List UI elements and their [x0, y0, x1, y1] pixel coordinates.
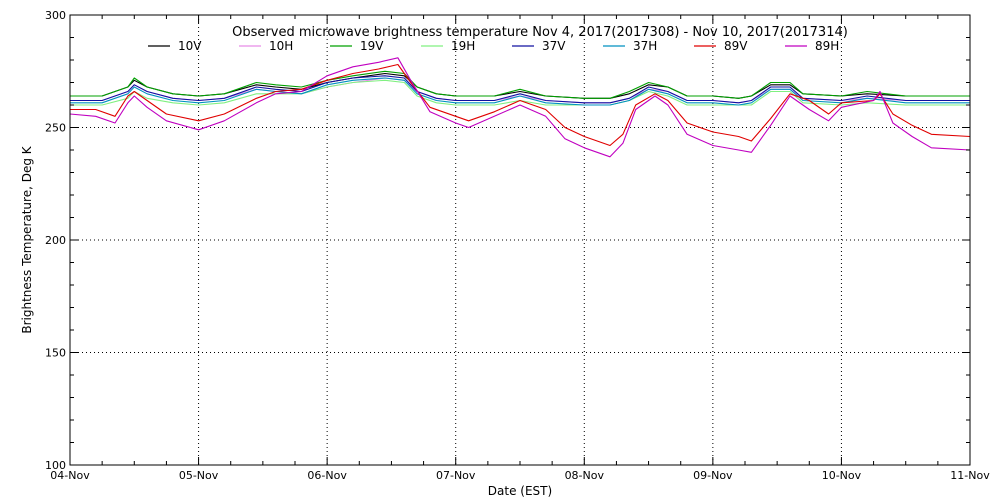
- legend-label-19v: 19V: [360, 39, 384, 53]
- series-lines: [69, 57, 971, 158]
- x-tick-label: 10-Nov: [822, 469, 862, 482]
- y-tick-label: 250: [45, 122, 66, 135]
- x-tick-label: 06-Nov: [307, 469, 347, 482]
- x-tick-label: 04-Nov: [50, 469, 90, 482]
- axis-tick-labels: 100 150 200 250 300 04-Nov 05-Nov 06-Nov 07-Nov 0…: [45, 9, 990, 482]
- series-line-10h: [70, 77, 970, 104]
- y-tick-label: 300: [45, 9, 66, 22]
- axis-ticks: [69, 14, 971, 466]
- x-tick-label: 08-Nov: [565, 469, 605, 482]
- y-tick-label: 100: [45, 459, 66, 472]
- y-tick-label: 150: [45, 347, 66, 360]
- series-line-10v: [70, 72, 970, 99]
- series-line-89v: [70, 63, 971, 147]
- legend-label-89v: 89V: [724, 39, 748, 53]
- x-axis-label: Date (EST): [488, 484, 552, 498]
- legend-label-19h: 19H: [451, 39, 475, 53]
- x-tick-label: 05-Nov: [179, 469, 219, 482]
- legend-label-37v: 37V: [542, 39, 566, 53]
- series-line-19v: [70, 70, 970, 99]
- series-line-19h: [70, 79, 970, 106]
- y-axis-label: Brightness Temperature, Deg K: [20, 145, 34, 333]
- legend-label-10h: 10H: [269, 39, 293, 53]
- grid-lines: [70, 15, 970, 465]
- legend-label-89h: 89H: [815, 39, 839, 53]
- series-line-37v: [70, 75, 970, 104]
- chart-title: Observed microwave brightness temperatur…: [232, 25, 848, 40]
- y-tick-label: 200: [45, 234, 66, 247]
- legend: 10V 10H 19V 19H 37V 37H 89V 89H: [148, 39, 839, 53]
- legend-label-10v: 10V: [178, 39, 202, 53]
- legend-label-37h: 37H: [633, 39, 657, 53]
- x-tick-label: 09-Nov: [693, 469, 733, 482]
- series-line-37h: [70, 77, 970, 106]
- series-line-89h: [69, 57, 971, 158]
- x-tick-label: 11-Nov: [950, 469, 990, 482]
- x-tick-label: 07-Nov: [436, 469, 476, 482]
